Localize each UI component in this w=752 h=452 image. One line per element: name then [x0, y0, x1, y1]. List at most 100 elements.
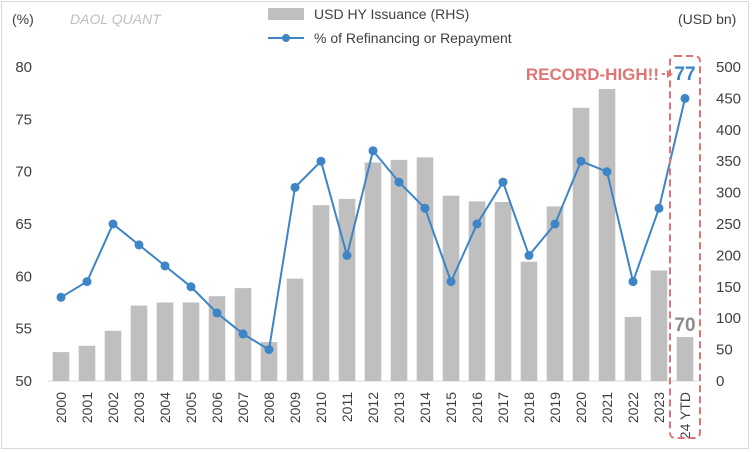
right-axis-tick: 450 — [716, 90, 741, 107]
right-axis-tick: 300 — [716, 185, 741, 202]
right-axis-tick: 100 — [716, 310, 741, 327]
right-axis-tick: 50 — [716, 342, 733, 359]
x-axis-tick: 2007 — [235, 392, 251, 423]
issuance-bar-2003 — [130, 305, 148, 381]
refinancing-point-2005 — [186, 282, 196, 292]
refinancing-point-2006 — [212, 308, 222, 318]
legend-bar-swatch — [268, 8, 304, 20]
x-axis-tick: 24 YTD — [677, 392, 693, 439]
refinancing-point-2015 — [446, 277, 456, 287]
left-axis-tick: 50 — [15, 373, 32, 390]
issuance-bar-24-ytd — [676, 337, 694, 381]
x-axis-tick: 2023 — [651, 392, 667, 423]
x-axis-tick: 2003 — [131, 392, 147, 423]
refinancing-point-2003 — [134, 240, 144, 250]
right-axis-tick: 250 — [716, 216, 741, 233]
refinancing-point-2018 — [524, 250, 534, 260]
issuance-bar-2001 — [78, 345, 96, 381]
x-axis-tick: 2011 — [339, 392, 355, 422]
x-axis-tick: 2022 — [625, 392, 641, 423]
issuance-bar-2012 — [364, 162, 382, 381]
issuance-bar-2020 — [572, 107, 590, 382]
refinancing-point-2004 — [160, 261, 170, 271]
x-axis-tick: 2020 — [573, 392, 589, 423]
refinancing-point-2021 — [602, 167, 612, 177]
refinancing-point-24-ytd — [680, 93, 690, 103]
right-axis-tick: 400 — [716, 122, 741, 139]
refinancing-point-2023 — [654, 203, 664, 213]
x-axis-tick: 2001 — [79, 392, 95, 423]
x-axis-tick: 2016 — [469, 392, 485, 423]
right-axis-tick: 500 — [716, 59, 741, 76]
x-axis-tick: 2012 — [365, 392, 381, 423]
refinancing-point-2012 — [368, 146, 378, 156]
left-axis-tick: 55 — [15, 321, 32, 338]
highlight-line-value: 77 — [674, 64, 695, 85]
refinancing-point-2013 — [394, 177, 404, 187]
right-axis-tick: 200 — [716, 247, 741, 264]
refinancing-point-2007 — [238, 329, 248, 339]
refinancing-point-2017 — [498, 177, 508, 187]
right-axis-tick: 0 — [716, 373, 724, 390]
callout-arrow-head — [667, 70, 673, 78]
issuance-bar-2018 — [520, 261, 538, 381]
issuance-bar-2011 — [338, 198, 356, 381]
x-axis-tick: 2006 — [209, 392, 225, 423]
refinancing-point-2022 — [628, 277, 638, 287]
refinancing-point-2019 — [550, 219, 560, 229]
x-axis-tick: 2019 — [547, 392, 563, 423]
left-axis-tick: 60 — [15, 268, 32, 285]
refinancing-point-2020 — [576, 156, 586, 166]
issuance-bar-2023 — [650, 270, 668, 381]
left-axis-tick: 65 — [15, 216, 32, 233]
issuance-bar-2004 — [156, 302, 174, 381]
issuance-bar-2021 — [598, 89, 616, 381]
legend-bar-label: USD HY Issuance (RHS) — [314, 6, 469, 22]
refinancing-point-2001 — [82, 277, 92, 287]
chart-legend: USD HY Issuance (RHS) % of Refinancing o… — [268, 6, 512, 46]
left-axis-tick: 80 — [15, 59, 32, 76]
refinancing-point-2016 — [472, 219, 482, 229]
x-axis-tick: 2008 — [261, 392, 277, 423]
issuance-bar-2002 — [104, 330, 122, 381]
x-axis-tick: 2013 — [391, 392, 407, 423]
right-axis-tick: 150 — [716, 279, 741, 296]
issuance-bar-2015 — [442, 195, 460, 381]
x-axis-tick: 2010 — [313, 392, 329, 423]
issuance-bar-2016 — [468, 201, 486, 381]
x-axis-tick: 2000 — [53, 392, 69, 423]
x-axis-tick: 2021 — [599, 392, 615, 423]
issuance-bar-2010 — [312, 205, 330, 381]
x-axis-tick: 2002 — [105, 392, 121, 423]
right-axis-tick: 350 — [716, 153, 741, 170]
x-axis-tick: 2017 — [495, 392, 511, 423]
record-high-callout: RECORD-HIGH!! — [526, 65, 659, 84]
issuance-bar-2014 — [416, 157, 434, 381]
refinancing-point-2011 — [342, 250, 352, 260]
x-axis-tick: 2015 — [443, 392, 459, 423]
x-axis-tick: 2014 — [417, 392, 433, 423]
refinancing-point-2009 — [290, 182, 300, 192]
legend-line-label: % of Refinancing or Repayment — [314, 30, 512, 46]
left-axis-tick: 70 — [15, 164, 32, 181]
x-axis-tick: 2004 — [157, 392, 173, 423]
issuance-bar-2017 — [494, 202, 512, 381]
refinancing-point-2008 — [264, 345, 274, 355]
right-axis-unit: (USD bn) — [678, 11, 736, 27]
left-axis-tick: 75 — [15, 111, 32, 128]
issuance-bar-2005 — [182, 302, 200, 381]
x-axis-tick: 2005 — [183, 392, 199, 423]
refinancing-point-2002 — [108, 219, 118, 229]
issuance-bar-2008 — [260, 342, 278, 381]
refinancing-point-2014 — [420, 203, 430, 213]
x-axis-tick: 2009 — [287, 392, 303, 423]
x-axis-tick: 2018 — [521, 392, 537, 423]
issuance-bar-2019 — [546, 206, 564, 381]
issuance-bar-2009 — [286, 278, 304, 381]
brand-watermark: DAOL QUANT — [70, 11, 162, 27]
issuance-bar-2000 — [52, 352, 70, 381]
left-axis-unit: (%) — [12, 11, 34, 27]
issuance-bar-2022 — [624, 316, 642, 381]
